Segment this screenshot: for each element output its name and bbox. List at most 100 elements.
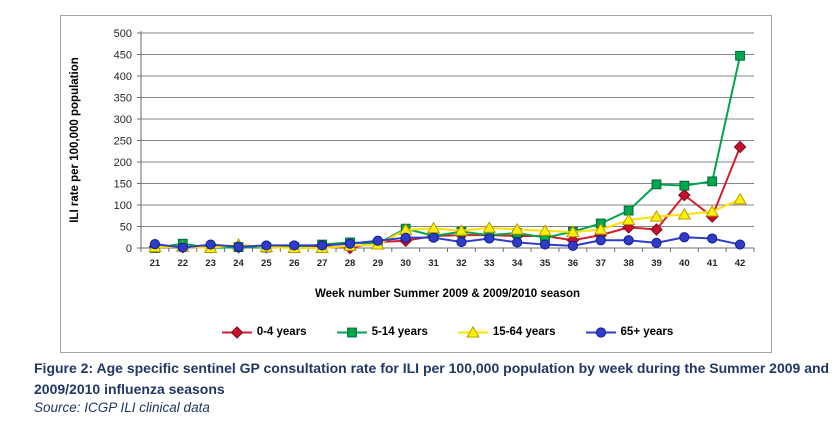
data-point-65-years-week-24 [233,241,244,252]
data-point-65-years-week-37 [595,235,606,246]
data-point-15-64-years-week-36 [566,225,580,238]
data-point-65-years-week-21 [149,239,161,250]
data-point-65-years-week-42 [734,239,746,250]
data-point-65-years-week-25 [261,240,272,251]
data-point-0-4-years-week-39 [650,223,663,236]
x-tick-label: 31 [428,258,439,269]
diamond-marker-icon [221,325,252,339]
x-tick-label: 27 [317,258,328,269]
data-point-15-64-years-week-39 [649,210,664,222]
x-tick-label: 35 [540,258,551,269]
data-point-65-years-week-32 [456,236,467,248]
data-point-65-years-week-36 [567,240,578,251]
data-point-15-64-years-week-32 [454,224,469,236]
data-point-65-years-week-33 [484,233,495,244]
data-point-65-years-week-38 [623,235,634,246]
x-tick-label: 34 [512,258,523,269]
data-point-5-14-years-week-40 [679,180,690,191]
legend: 0-4 years 5-14 years 15-64 years 65+ years [141,319,754,345]
legend-marker-65-years [595,326,606,338]
x-tick-label: 26 [289,258,300,269]
y-tick-label: 450 [114,50,132,62]
legend-label-15-64-years: 15-64 years [492,326,556,338]
x-tick-label: 42 [735,258,746,269]
data-point-15-64-years-week-37 [593,222,608,235]
data-point-15-64-years-week-35 [538,224,552,236]
x-tick-label: 22 [178,258,189,269]
x-tick-label: 24 [233,258,244,269]
x-tick-label: 38 [623,258,634,269]
y-tick-label: 250 [114,136,132,148]
legend-marker-15-64-years [466,325,480,337]
series-line-5-14-years [154,55,742,249]
data-point-15-64-years-week-41 [705,204,719,217]
data-point-0-4-years-week-42 [733,140,747,154]
x-tick-label: 33 [484,258,495,269]
data-point-65-years-week-26 [289,240,300,251]
y-tick-label: 50 [120,222,132,234]
data-point-15-64-years-week-42 [733,192,747,205]
data-point-15-64-years-week-34 [510,222,524,235]
legend-item-65-years: 65+ years [585,326,674,339]
x-tick-label: 32 [456,258,467,269]
x-axis-title: Week number Summer 2009 & 2009/2010 seas… [314,288,581,300]
x-tick-label: 41 [707,258,718,269]
series-0-4-years [148,140,747,255]
triangle-marker-icon [457,325,488,337]
chart-frame: 0 50 100 150 200 250 300 350 400 450 500 21 22 23 24 25… [60,15,772,353]
y-tick-label: 350 [114,93,132,105]
data-point-65-years-week-28 [344,238,356,249]
y-tick-label: 100 [114,200,132,212]
legend-item-0-4-years: 0-4 years [221,325,307,339]
legend-label-5-14-years: 5-14 years [371,326,428,338]
x-tick-label: 40 [679,258,690,269]
x-tick-label: 25 [261,258,272,269]
data-point-65-years-week-27 [317,240,328,251]
data-point-65-years-week-40 [679,232,690,243]
data-point-65-years-week-31 [428,232,439,243]
data-point-5-14-years-week-42 [735,50,745,61]
y-tick-label: 0 [126,243,132,255]
legend-marker-5-14-years [346,327,357,337]
y-tick-label: 200 [114,157,132,169]
x-tick-label: 39 [651,258,662,269]
data-point-65-years-week-30 [400,232,411,243]
data-point-65-years-week-41 [707,233,718,244]
legend-label-0-4-years: 0-4 years [256,326,307,338]
chart-plot-area: 0 50 100 150 200 250 300 350 400 450 500 21 22 23 24 25… [114,28,755,269]
x-tick-label: 28 [345,258,356,269]
circle-marker-icon [585,326,616,338]
x-tick-label: 36 [568,258,579,269]
data-point-15-64-years-week-33 [482,221,497,233]
data-point-65-years-week-39 [651,237,662,248]
x-tick-label: 37 [595,258,606,269]
x-tick-label: 21 [150,258,161,269]
x-tick-label: 30 [400,258,411,269]
data-point-0-4-years-week-40 [678,188,691,202]
data-point-5-14-years-week-39 [651,179,662,190]
figure-caption: Figure 2: Age specific sentinel GP consu… [34,360,830,397]
data-point-5-14-years-week-41 [707,176,718,187]
data-point-15-64-years-week-40 [677,207,692,220]
square-marker-icon [336,327,367,337]
figure-source: Source: ICGP ILI clinical data [34,400,210,415]
series-65-years [149,232,746,253]
y-tick-label: 400 [114,71,132,83]
legend-item-5-14-years: 5-14 years [336,326,428,339]
data-point-15-64-years-week-38 [621,213,636,226]
series-line-65-years [154,236,741,249]
series-5-14-years [150,50,745,253]
x-tick-label: 29 [373,258,384,269]
y-tick-label: 150 [114,179,132,191]
y-tick-label: 300 [114,114,132,126]
data-point-65-years-week-29 [372,235,383,246]
data-point-65-years-week-35 [539,239,551,250]
legend-marker-0-4-years [230,325,244,339]
legend-item-15-64-years: 15-64 years [457,325,556,339]
legend-label-65-years: 65+ years [620,326,674,338]
data-point-65-years-week-34 [512,237,523,248]
y-axis-title: ILI rate per 100,000 population [69,57,81,223]
x-tick-label: 23 [205,258,216,269]
y-tick-label: 500 [114,28,132,40]
data-point-65-years-week-23 [205,239,216,250]
